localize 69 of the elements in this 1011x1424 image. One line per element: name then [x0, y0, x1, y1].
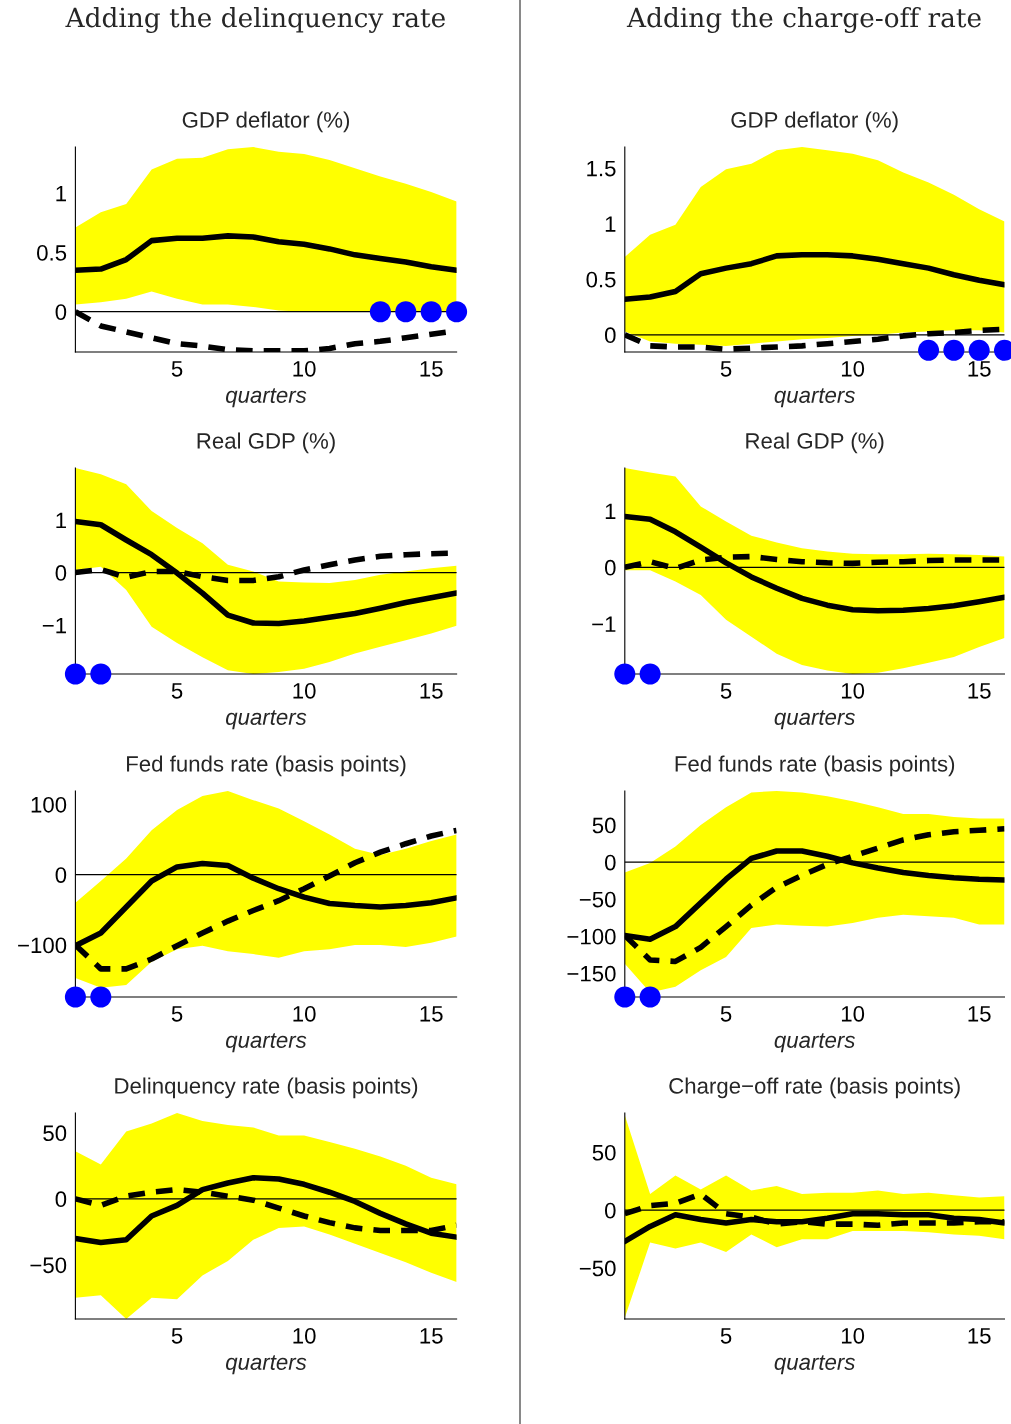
x-axis-title: quarters — [774, 1355, 855, 1375]
chart-title: Real GDP (%) — [746, 432, 884, 454]
x-tick-label: 15 — [420, 1328, 443, 1344]
x-axis-title: quarters — [225, 710, 307, 730]
chart-title: Adding the charge-off rate — [626, 7, 981, 33]
x-axis-title: quarters — [225, 388, 307, 408]
x-tick-label: 15 — [968, 1328, 991, 1344]
y-tick-label: 1 — [56, 185, 66, 202]
y-tick-label: −50 — [579, 1260, 616, 1277]
y-tick-label: 0 — [55, 304, 67, 320]
x-tick-label: 5 — [720, 683, 732, 699]
y-tick-label: 0 — [55, 1191, 67, 1208]
y-tick-label: −100 — [567, 928, 616, 945]
x-tick-label: 5 — [720, 1328, 732, 1344]
y-tick-label: 0 — [604, 327, 616, 344]
y-tick-label: 0 — [55, 867, 67, 883]
x-tick-label: 10 — [293, 1005, 316, 1022]
chart-title: Adding the delinquency rate — [65, 7, 445, 33]
x-tick-label: 15 — [420, 683, 443, 699]
x-axis-title: quarters — [774, 388, 855, 408]
x-axis-title: quarters — [774, 710, 855, 730]
chart-title: Charge−off rate (basis points) — [669, 1077, 960, 1099]
y-tick-label: 0.5 — [586, 271, 616, 288]
x-tick-label: 15 — [420, 361, 443, 377]
y-tick-label: −50 — [579, 891, 616, 908]
y-tick-label: −150 — [567, 965, 616, 982]
chart-title: Real GDP (%) — [197, 432, 335, 454]
y-tick-label: 1 — [56, 512, 66, 529]
x-tick-label: 5 — [171, 1006, 183, 1022]
y-tick-label: 1 — [605, 216, 616, 232]
x-tick-label: 10 — [841, 1005, 865, 1022]
y-tick-label: 50 — [43, 1125, 67, 1142]
y-tick-label: −1 — [592, 616, 616, 632]
y-tick-label: 1.5 — [587, 160, 616, 177]
y-tick-label: 1 — [605, 503, 616, 519]
y-tick-label: −1 — [42, 617, 66, 634]
y-tick-label: −100 — [18, 937, 67, 954]
x-tick-label: 10 — [841, 360, 865, 377]
x-tick-label: 15 — [968, 361, 991, 377]
x-tick-label: 5 — [171, 683, 183, 699]
x-axis-title: quarters — [225, 1033, 307, 1053]
x-tick-label: 10 — [841, 682, 865, 699]
x-tick-label: 15 — [420, 1006, 443, 1022]
x-tick-label: 15 — [968, 1006, 991, 1022]
y-tick-label: 0 — [604, 854, 616, 871]
x-tick-label: 10 — [293, 360, 316, 377]
y-tick-label: 0 — [604, 559, 616, 576]
y-tick-label: 100 — [31, 796, 67, 813]
x-tick-label: 5 — [171, 361, 183, 377]
y-tick-label: 0.5 — [37, 245, 67, 261]
x-axis-title: quarters — [774, 1033, 855, 1053]
x-tick-label: 5 — [720, 1006, 732, 1022]
x-tick-label: 10 — [293, 682, 316, 699]
x-tick-label: 5 — [720, 361, 732, 377]
chart-title: Delinquency rate (basis points) — [115, 1077, 418, 1099]
chart-title: Fed funds rate (basis points) — [675, 755, 955, 777]
chart-subtitle: GDP deflator (%) — [182, 111, 350, 133]
y-tick-label: 0 — [55, 565, 67, 581]
x-tick-label: 10 — [293, 1327, 316, 1344]
y-tick-label: 50 — [592, 1144, 616, 1161]
x-axis-title: quarters — [225, 1355, 307, 1375]
chart-subtitle: GDP deflator (%) — [731, 111, 898, 133]
y-tick-label: −50 — [30, 1257, 67, 1274]
y-tick-label: 0 — [604, 1202, 616, 1219]
x-tick-label: 5 — [171, 1328, 183, 1344]
chart-title: Fed funds rate (basis points) — [127, 755, 406, 777]
x-tick-label: 10 — [841, 1327, 865, 1344]
x-tick-label: 15 — [968, 683, 991, 699]
y-tick-label: 50 — [592, 817, 616, 834]
